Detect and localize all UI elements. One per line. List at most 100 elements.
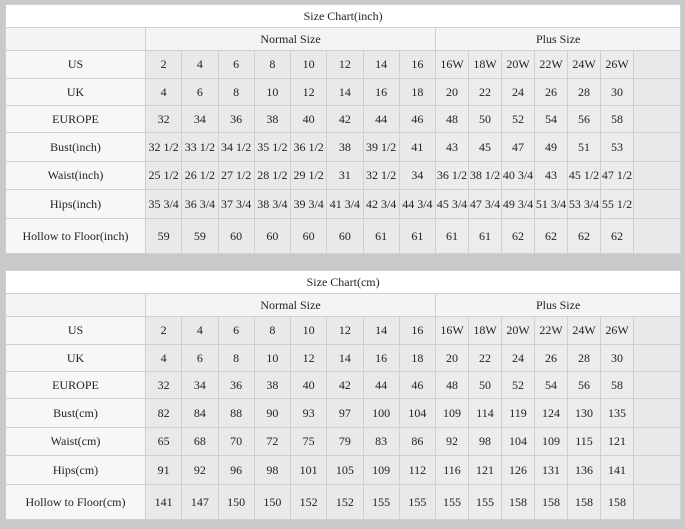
size-cell: 41	[398, 132, 437, 162]
size-cell: 10	[289, 50, 328, 79]
size-cell: 36	[217, 371, 255, 399]
size-cell: 30	[600, 344, 634, 372]
size-cell: 86	[398, 427, 437, 456]
size-cell: 47 3/4	[468, 189, 502, 219]
size-cell: 26W	[600, 316, 634, 345]
size-cell: 40	[289, 371, 328, 399]
table-row: Hollow to Floor(inch) 59 59 60 60 60 60 61 61 61 6…	[5, 218, 682, 254]
size-cell: 45	[468, 132, 502, 162]
row-label: UK	[5, 344, 146, 372]
size-cell: 40	[289, 105, 328, 133]
size-cell: 155	[362, 484, 400, 520]
row-label: Bust(inch)	[5, 132, 146, 162]
size-cell: 58	[600, 371, 634, 399]
size-cell: 34	[398, 161, 437, 190]
table-row: EUROPE 32 34 36 38 40 42 44 46 48 50 52 54 56 58	[5, 371, 682, 399]
empty-cell	[632, 398, 682, 428]
size-cell: 34	[181, 105, 219, 133]
normal-size-header: Normal Size	[145, 293, 436, 317]
size-cell: 79	[326, 427, 364, 456]
size-cell: 8	[253, 316, 292, 345]
size-cell: 130	[567, 398, 601, 428]
plus-size-header: Plus Size	[434, 27, 682, 51]
size-cell: 6	[217, 50, 255, 79]
size-cell: 44 3/4	[398, 189, 437, 219]
table-row: EUROPE 32 34 36 38 40 42 44 46 48 50 52 54 56 58	[5, 105, 682, 133]
size-cell: 136	[567, 455, 601, 485]
size-cell: 55 1/2	[600, 189, 634, 219]
table-row: US 2 4 6 8 10 12 14 16 16W 18W 20W 22W 24W 26W	[5, 316, 682, 345]
size-cell: 112	[398, 455, 437, 485]
size-cell: 18	[398, 344, 437, 372]
size-cell: 59	[181, 218, 219, 254]
size-cell: 90	[253, 398, 292, 428]
size-cell: 12	[326, 316, 364, 345]
row-label: EUROPE	[5, 105, 146, 133]
size-cell: 62	[567, 218, 601, 254]
table-row: Waist(cm) 65 68 70 72 75 79 83 86 92 98 104 109 115 12…	[5, 427, 682, 456]
size-cell: 8	[253, 50, 292, 79]
size-cell: 6	[181, 78, 219, 106]
size-cell: 38	[253, 105, 292, 133]
size-cell: 58	[600, 105, 634, 133]
size-chart-inch: Size Chart(inch) Normal Size Plus Size US 2 4…	[4, 4, 682, 254]
size-cell: 83	[362, 427, 400, 456]
size-cell: 2	[144, 316, 183, 345]
size-cell: 20W	[501, 316, 535, 345]
size-cell: 16W	[435, 50, 469, 79]
size-cell: 6	[217, 316, 255, 345]
size-cell: 60	[217, 218, 255, 254]
size-cell: 50	[468, 371, 502, 399]
empty-cell	[632, 78, 682, 106]
size-cell: 158	[567, 484, 601, 520]
row-label: Hips(inch)	[5, 189, 146, 219]
size-cell: 114	[468, 398, 502, 428]
size-cell: 2	[144, 50, 183, 79]
size-cell: 14	[362, 316, 400, 345]
size-cell: 29 1/2	[289, 161, 328, 190]
size-cell: 97	[326, 398, 364, 428]
size-cell: 72	[253, 427, 292, 456]
size-cell: 92	[181, 455, 219, 485]
size-cell: 45 1/2	[567, 161, 601, 190]
size-cell: 60	[326, 218, 364, 254]
size-cell: 24	[501, 344, 535, 372]
size-cell: 26	[534, 344, 568, 372]
size-cell: 70	[217, 427, 255, 456]
size-cell: 4	[181, 50, 219, 79]
empty-cell	[632, 484, 682, 520]
size-cell: 46	[398, 105, 437, 133]
size-cell: 42 3/4	[362, 189, 400, 219]
chart-title: Size Chart(cm)	[4, 270, 682, 294]
size-chart-cm: Size Chart(cm) Normal Size Plus Size US 2 4 6 8…	[4, 270, 682, 520]
size-cell: 84	[181, 398, 219, 428]
row-label: US	[5, 316, 146, 345]
size-cell: 47 1/2	[600, 161, 634, 190]
size-cell: 51	[567, 132, 601, 162]
size-cell: 101	[289, 455, 328, 485]
size-cell: 56	[567, 105, 601, 133]
size-cell: 4	[144, 78, 183, 106]
size-cell: 75	[289, 427, 328, 456]
size-cell: 60	[289, 218, 328, 254]
size-cell: 59	[144, 218, 183, 254]
size-cell: 8	[217, 344, 255, 372]
size-cell: 38 3/4	[253, 189, 292, 219]
size-cell: 54	[534, 371, 568, 399]
size-cell: 61	[362, 218, 400, 254]
size-cell: 141	[144, 484, 183, 520]
empty-cell	[632, 344, 682, 372]
size-cell: 91	[144, 455, 183, 485]
size-cell: 36 3/4	[181, 189, 219, 219]
size-cell: 119	[501, 398, 535, 428]
size-cell: 44	[362, 105, 400, 133]
empty-cell	[632, 105, 682, 133]
row-label: US	[5, 50, 146, 79]
size-cell: 155	[398, 484, 437, 520]
size-cell: 49 3/4	[501, 189, 535, 219]
table-row: Bust(cm) 82 84 88 90 93 97 100 104 109 114 119 124 13…	[5, 398, 682, 428]
size-cell: 56	[567, 371, 601, 399]
size-cell: 109	[435, 398, 469, 428]
size-cell: 100	[362, 398, 400, 428]
size-cell: 14	[326, 344, 364, 372]
